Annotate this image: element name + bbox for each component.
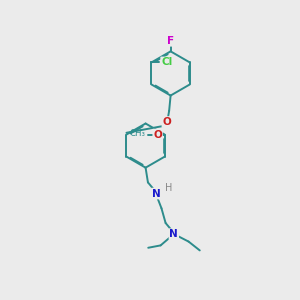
Text: N: N [152,189,161,199]
Text: O: O [162,117,171,127]
Text: CH₃: CH₃ [130,130,146,139]
Text: O: O [153,130,162,140]
Text: N: N [169,229,178,239]
Text: F: F [167,36,174,46]
Text: Cl: Cl [161,57,172,68]
Text: H: H [165,183,172,193]
